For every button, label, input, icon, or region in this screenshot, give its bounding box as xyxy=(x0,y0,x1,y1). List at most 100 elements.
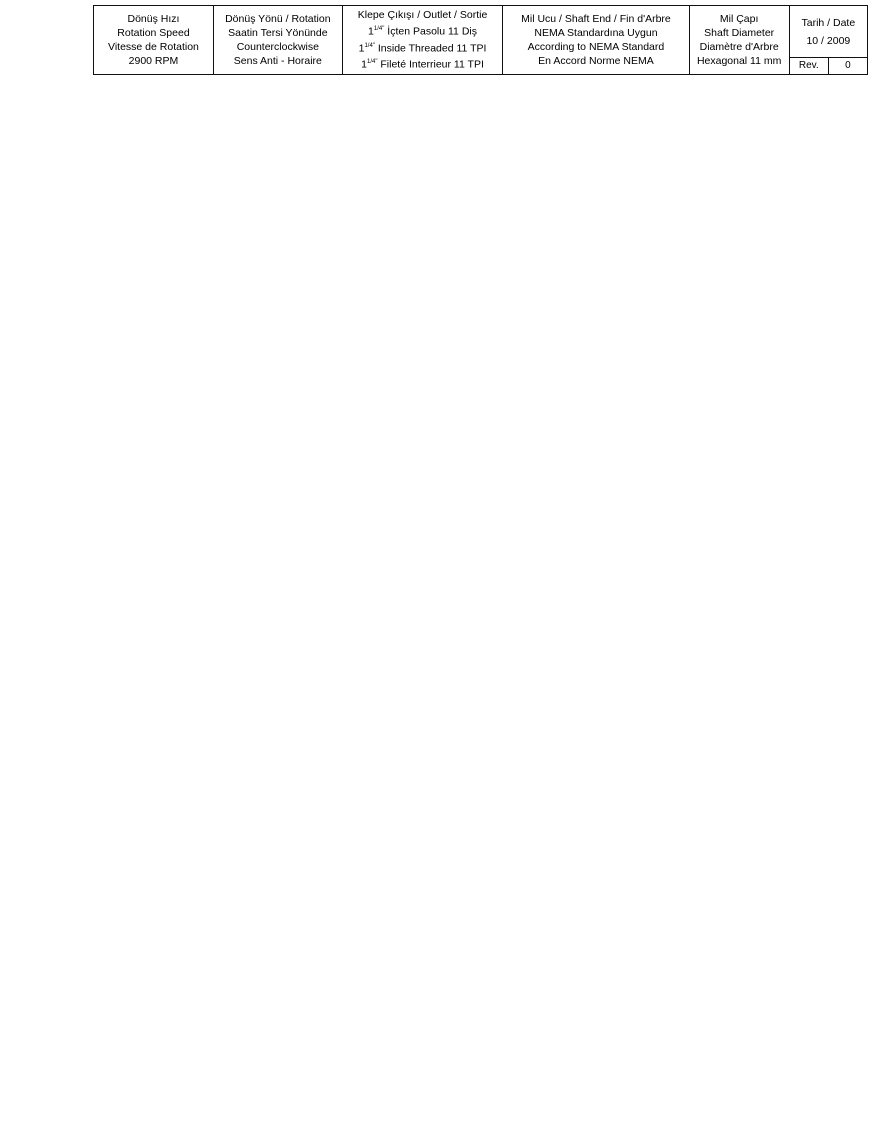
shaft-diameter-value: Hexagonal 11 mm xyxy=(696,55,782,67)
shaft-end-fr: En Accord Norme NEMA xyxy=(538,55,654,67)
power-ylabel: Güç - Power - Puissance xyxy=(114,911,128,1049)
ls-tick-label: 0.67 xyxy=(171,704,198,720)
side-note-line: Hidrolik çalışma karakteristikleri 15°C … xyxy=(7,642,21,1125)
lmn-tick-label: 90 xyxy=(650,682,666,698)
lmn-tick-label: 60 xyxy=(366,682,382,698)
m3h-tick-label: 4,2 xyxy=(459,725,479,741)
lmn-tick-label: 55 xyxy=(319,682,335,698)
npsh-curve xyxy=(89,901,753,1028)
head-y-tick-label: 120 xyxy=(62,440,86,456)
head-y-tick-label: 180 xyxy=(62,326,86,342)
logo-hz: Hz xyxy=(379,162,435,214)
ls-tick-label: 0.92 xyxy=(313,704,340,720)
stage-label: 27 xyxy=(103,363,117,377)
head-y-tick-label: 100 xyxy=(62,478,86,494)
efficiency-curve xyxy=(89,753,753,852)
shaft-diameter-cell: Mil Çapı Shaft Diameter Diamètre d'Arbre… xyxy=(690,6,790,74)
rotation-en: Counterclockwise xyxy=(236,41,319,53)
ls-tick-label: 0.58 xyxy=(124,704,151,720)
feet-tick-label: 131 xyxy=(758,592,782,608)
stage-label-circle xyxy=(99,150,121,172)
gal-tick-label: 14.5 xyxy=(313,82,340,98)
stage-label-circle xyxy=(99,202,121,224)
feet-ylabel-unit: (Feet) xyxy=(710,127,745,142)
feet-tick-label: 0 xyxy=(758,668,766,684)
head-y-tick-label: 140 xyxy=(62,402,86,418)
m3h-unit-label: (m³/h) xyxy=(764,725,801,741)
head-curve-stages-14 xyxy=(89,516,753,629)
side-note-line: The hydroulic working characteristics ha… xyxy=(20,516,34,1125)
rev-label: Rev. xyxy=(790,58,829,74)
m3h-tick-label: 4,8 xyxy=(553,725,573,741)
npsh-y-tick-label: 0 xyxy=(758,1048,766,1065)
ls-tick-label: 1.08 xyxy=(407,704,434,720)
head-y-tick-label: 280 xyxy=(62,136,86,152)
ls-tick-label: 1.50 xyxy=(644,704,671,720)
gal-tick-label: 23.8 xyxy=(644,82,671,98)
stage-label-circle xyxy=(99,555,121,577)
rev-value: 0 xyxy=(845,60,851,71)
feet-tick-label: 984 xyxy=(758,98,782,114)
gal-unit-label: (Gal /mn) xyxy=(761,82,819,98)
ls-tick-label: 0.50 xyxy=(76,704,103,720)
ls-tick-label: 1.58 xyxy=(691,704,718,720)
outlet-fr: 11/4" Fileté Interrieur 11 TPI xyxy=(361,58,484,71)
head-curve-stages-18 xyxy=(89,467,753,613)
stage-label-circle xyxy=(99,590,121,612)
flow-rate-xlabel: Q ( Debi - Flow Rate - Débit ) xyxy=(329,1062,491,1076)
shaft-diameter-fr: Diamètre d'Arbre xyxy=(699,41,779,53)
ls-tick-label: 1.17 xyxy=(455,704,482,720)
ls-tick-label: 0.75 xyxy=(218,704,245,720)
feet-tick-label: 918 xyxy=(758,136,782,152)
tolerance-note: Tolérance de curbes conforme à la norme … xyxy=(366,241,716,255)
feet-tick-label: 722 xyxy=(758,250,782,266)
power-label-bracket xyxy=(111,906,119,1054)
stage-label: 18 xyxy=(103,465,117,479)
head-y-tick-label: 60 xyxy=(69,554,85,570)
hp-curve xyxy=(89,914,753,1004)
gal-tick-label: 19.8 xyxy=(502,82,529,98)
lmn-tick-label: 70 xyxy=(460,682,476,698)
feet-ylabel: Hm xyxy=(714,113,734,128)
npsh-y-tick-label: 1.6 xyxy=(758,959,779,976)
annotation-background xyxy=(365,112,750,258)
stage-label-circle xyxy=(99,298,121,320)
shaft-diameter-tr: Mil Çapı xyxy=(719,13,759,25)
gal-tick-label: 9.2 xyxy=(128,82,148,98)
gal-tick-label: 13.2 xyxy=(266,82,293,98)
outlet-title: Klepe Çıkışı / Outlet / Sortie xyxy=(357,9,488,22)
stage-label: 14 xyxy=(103,514,117,528)
eff-y-tick-label: 50 xyxy=(68,806,85,823)
stage-label: 44 xyxy=(103,154,117,168)
head-curve-stages-7 xyxy=(89,598,753,655)
head-ylabel-unit: (m) xyxy=(100,127,120,142)
head-title-line: Manometric Head xyxy=(519,153,618,167)
feet-tick-label: 590 xyxy=(758,326,782,342)
head-y-tick-label: 200 xyxy=(62,288,86,304)
power-chart-frame xyxy=(88,875,754,1057)
stage-label-circle xyxy=(99,359,121,380)
gal-tick-label: 22.5 xyxy=(597,82,624,98)
lmn-tick-label: 95 xyxy=(697,682,713,698)
head-curve-stages-10 xyxy=(89,562,753,644)
head-chart-frame xyxy=(88,104,754,678)
lmn-tick-label: 35 xyxy=(129,682,145,698)
stage-label-circle xyxy=(99,461,121,482)
stage-label-circle xyxy=(99,510,121,531)
npsh-subscript: R xyxy=(518,978,524,987)
feet-tick-label: 656 xyxy=(758,288,782,304)
m3h-tick-label: 2,1 xyxy=(128,725,148,741)
m3h-tick-label: 1.8 xyxy=(80,725,100,741)
gal-tick-label: 11.9 xyxy=(219,82,245,98)
ylabel-right-background xyxy=(700,110,750,142)
footer-note-line: Performans eğrileri kinematik viskozite … xyxy=(90,1088,655,1100)
lmn-tick-label: 65 xyxy=(413,682,429,698)
side-note-line: Les caractéristiques hydrauliques de fon… xyxy=(33,487,47,1125)
eff-title-line: Pump Efficiency xyxy=(524,818,614,832)
shaft-end-en: According to NEMA Standard xyxy=(527,41,665,53)
power-ylabel-unit: HP xyxy=(109,881,127,896)
tolerance-note: Tolerance of curves according EN 9906 Ap… xyxy=(366,226,639,240)
m3h-tick-label: 2,7 xyxy=(222,725,242,741)
head-title-line: Basma Yüksekliği xyxy=(519,138,617,152)
m3h-tick-label: 3,3 xyxy=(317,725,337,741)
